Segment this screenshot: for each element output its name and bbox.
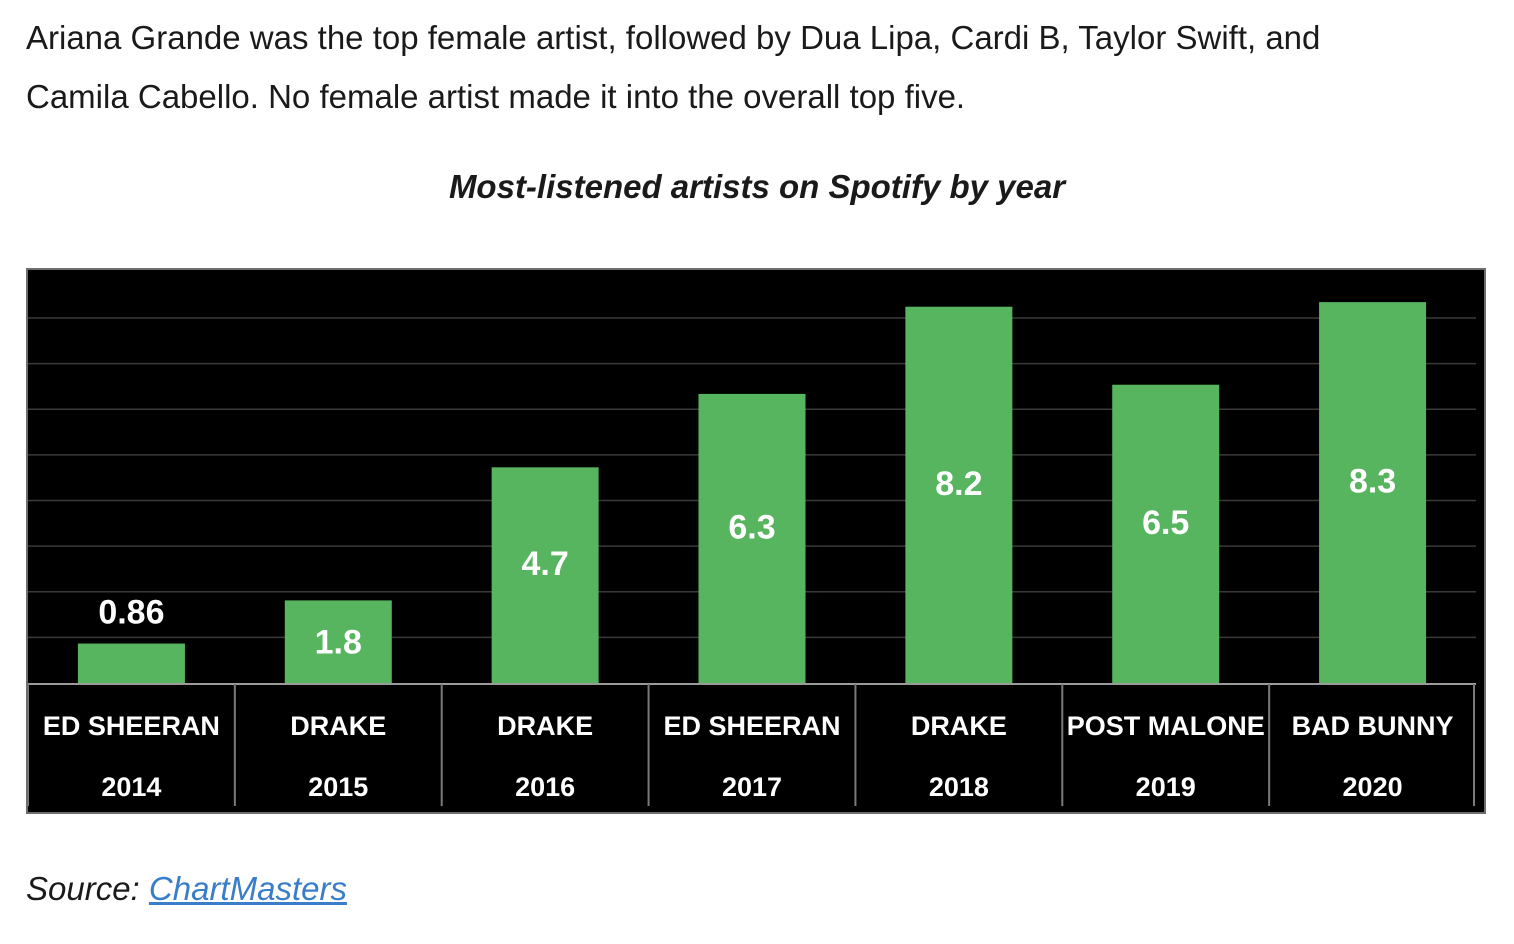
bar-2018 xyxy=(905,306,1013,683)
value-label-2015: 1.8 xyxy=(315,624,362,662)
year-label: 2015 xyxy=(308,772,368,802)
category-label: ED SHEERAN xyxy=(43,711,220,741)
bar-2015 xyxy=(284,600,392,683)
source-line: Source: ChartMasters xyxy=(26,870,347,908)
bar-2017 xyxy=(698,393,806,683)
year-label: 2018 xyxy=(929,772,989,802)
bar-2016 xyxy=(491,467,599,683)
bar-2019 xyxy=(1112,384,1220,683)
bar-chart-svg: 0.86 1.8 4.7 6.3 8.2 6.5 8.3 ED SHEERAN 2014 DRAK… xyxy=(28,302,1476,806)
category-label: ED SHEERAN xyxy=(663,711,840,741)
category-label: POST MALONE xyxy=(1067,711,1265,741)
value-label-2017: 6.3 xyxy=(728,508,775,546)
value-label-2016: 4.7 xyxy=(522,545,569,583)
category-label: DRAKE xyxy=(911,711,1007,741)
intro-line-2: Camila Cabello. No female artist made it… xyxy=(26,78,966,115)
value-label-2019: 6.5 xyxy=(1142,504,1189,542)
year-label: 2020 xyxy=(1343,772,1403,802)
source-label: Source: xyxy=(26,870,140,907)
value-label-2014: 0.86 xyxy=(98,594,164,632)
year-label: 2016 xyxy=(515,772,575,802)
value-label-2020: 8.3 xyxy=(1349,463,1396,501)
intro-line-1: Ariana Grande was the top female artist,… xyxy=(26,19,1321,56)
category-label: DRAKE xyxy=(290,711,386,741)
year-label: 2014 xyxy=(101,772,161,802)
source-link[interactable]: ChartMasters xyxy=(148,870,347,907)
bar-chart: 0.86 1.8 4.7 6.3 8.2 6.5 8.3 ED SHEERAN 2014 DRAK… xyxy=(26,268,1486,814)
chart-title: Most-listened artists on Spotify by year xyxy=(448,168,1066,205)
year-label: 2019 xyxy=(1136,772,1196,802)
category-label: BAD BUNNY xyxy=(1292,711,1454,741)
bar-2020 xyxy=(1319,302,1427,683)
year-label: 2017 xyxy=(722,772,782,802)
category-label: DRAKE xyxy=(497,711,593,741)
bar-2014 xyxy=(77,643,185,683)
article-intro: Ariana Grande was the top female artist,… xyxy=(26,8,1486,126)
value-label-2018: 8.2 xyxy=(935,465,982,503)
